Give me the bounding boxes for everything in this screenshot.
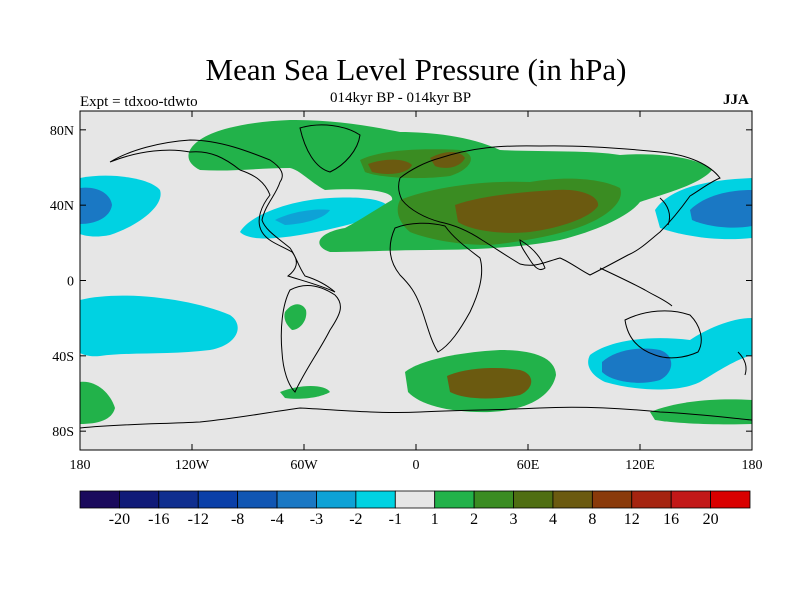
positive-region-south-america xyxy=(284,304,307,330)
negative-core-north-atlantic xyxy=(275,209,330,225)
lon-tick-label: 120W xyxy=(175,458,210,473)
negative-core-southern-ocean-australia xyxy=(602,348,672,383)
colorbar-label: 12 xyxy=(624,511,640,528)
colorbar-label: -8 xyxy=(231,511,244,528)
colorbar-label: -3 xyxy=(310,511,323,528)
coast-south-america xyxy=(280,284,341,393)
colorbar-swatch xyxy=(316,490,357,509)
colorbar-label: -1 xyxy=(389,511,402,528)
pressure-anomaly-field xyxy=(80,120,752,425)
lon-tick-label: 180 xyxy=(742,458,763,473)
colorbar-label: -16 xyxy=(148,511,169,528)
coast-antarctica xyxy=(80,406,752,429)
colorbar-label: -2 xyxy=(349,511,362,528)
colorbar-swatch xyxy=(434,490,475,509)
colorbar-label: 1 xyxy=(431,511,439,528)
colorbar-swatch xyxy=(552,490,593,509)
colorbar-swatch xyxy=(591,490,633,509)
lat-tick-label: 40N xyxy=(50,199,74,214)
axis-ticks: 80N 40N 0 40S 80S 180 120W 60W 0 60E 120E 180 xyxy=(50,111,763,473)
colorbar: -20 -16 -12 -8 -4 -3 -2 -1 1 2 3 4 8 12 16 20 xyxy=(79,490,751,528)
positive-core-north-sea xyxy=(430,152,465,168)
season-label: JJA xyxy=(723,92,749,108)
coast-india xyxy=(519,239,546,271)
coast-eurasia xyxy=(398,145,721,276)
lat-tick-label: 40S xyxy=(52,350,74,365)
positive-region-south-pacific-east xyxy=(650,399,752,425)
lat-tick-label: 0 xyxy=(67,275,74,290)
lat-tick-label: 80N xyxy=(50,124,74,139)
colorbar-swatch xyxy=(394,490,436,509)
colorbar-label: -20 xyxy=(109,511,130,528)
lon-tick-label: 0 xyxy=(413,458,420,473)
positive-core-southern-africa-ocean xyxy=(447,368,532,399)
colorbar-label: 20 xyxy=(703,511,719,528)
chart-subtitle: 014kyr BP - 014kyr BP xyxy=(330,90,472,106)
colorbar-swatch xyxy=(237,490,278,509)
colorbar-swatch xyxy=(197,490,239,509)
lat-tick-label: 80S xyxy=(52,425,74,440)
positive-core-central-asia xyxy=(455,189,599,233)
coast-japan xyxy=(659,197,671,226)
negative-core-north-pacific-east xyxy=(690,190,752,228)
coast-africa xyxy=(389,222,483,353)
colorbar-swatch xyxy=(631,490,672,509)
experiment-label: Expt = tdxoo-tdwto xyxy=(80,94,198,110)
coast-southeast-asia xyxy=(599,267,673,307)
colorbar-swatch xyxy=(513,490,554,509)
colorbar-swatch xyxy=(119,490,160,509)
colorbar-swatch xyxy=(276,490,317,509)
lon-tick-label: 120E xyxy=(625,458,655,473)
colorbar-label: 16 xyxy=(663,511,679,528)
lon-tick-label: 60E xyxy=(517,458,540,473)
coast-new-zealand xyxy=(737,351,747,376)
coastlines xyxy=(80,124,752,429)
lon-tick-label: 60W xyxy=(290,458,318,473)
colorbar-label: 8 xyxy=(588,511,596,528)
negative-core-north-pacific-west xyxy=(80,187,112,224)
coast-australia xyxy=(624,310,702,359)
colorbar-label: 2 xyxy=(470,511,478,528)
colorbar-swatch xyxy=(710,490,751,509)
colorbar-label: 4 xyxy=(549,511,557,528)
colorbar-label: 3 xyxy=(510,511,518,528)
colorbar-swatch xyxy=(670,490,711,509)
negative-region-south-pacific-west xyxy=(80,295,238,357)
coast-greenland xyxy=(299,124,361,173)
colorbar-swatch xyxy=(355,490,396,509)
colorbar-label: -4 xyxy=(270,511,283,528)
colorbar-swatch xyxy=(79,490,120,509)
positive-core-eurasia-north xyxy=(368,159,412,174)
colorbar-swatch xyxy=(158,490,199,509)
positive-region-southwest-pacific xyxy=(80,381,115,424)
coast-north-america xyxy=(109,139,336,293)
colorbar-swatch xyxy=(473,490,514,509)
colorbar-label: -12 xyxy=(188,511,209,528)
chart-title: Mean Sea Level Pressure (in hPa) xyxy=(205,52,627,87)
lon-tick-label: 180 xyxy=(70,458,91,473)
